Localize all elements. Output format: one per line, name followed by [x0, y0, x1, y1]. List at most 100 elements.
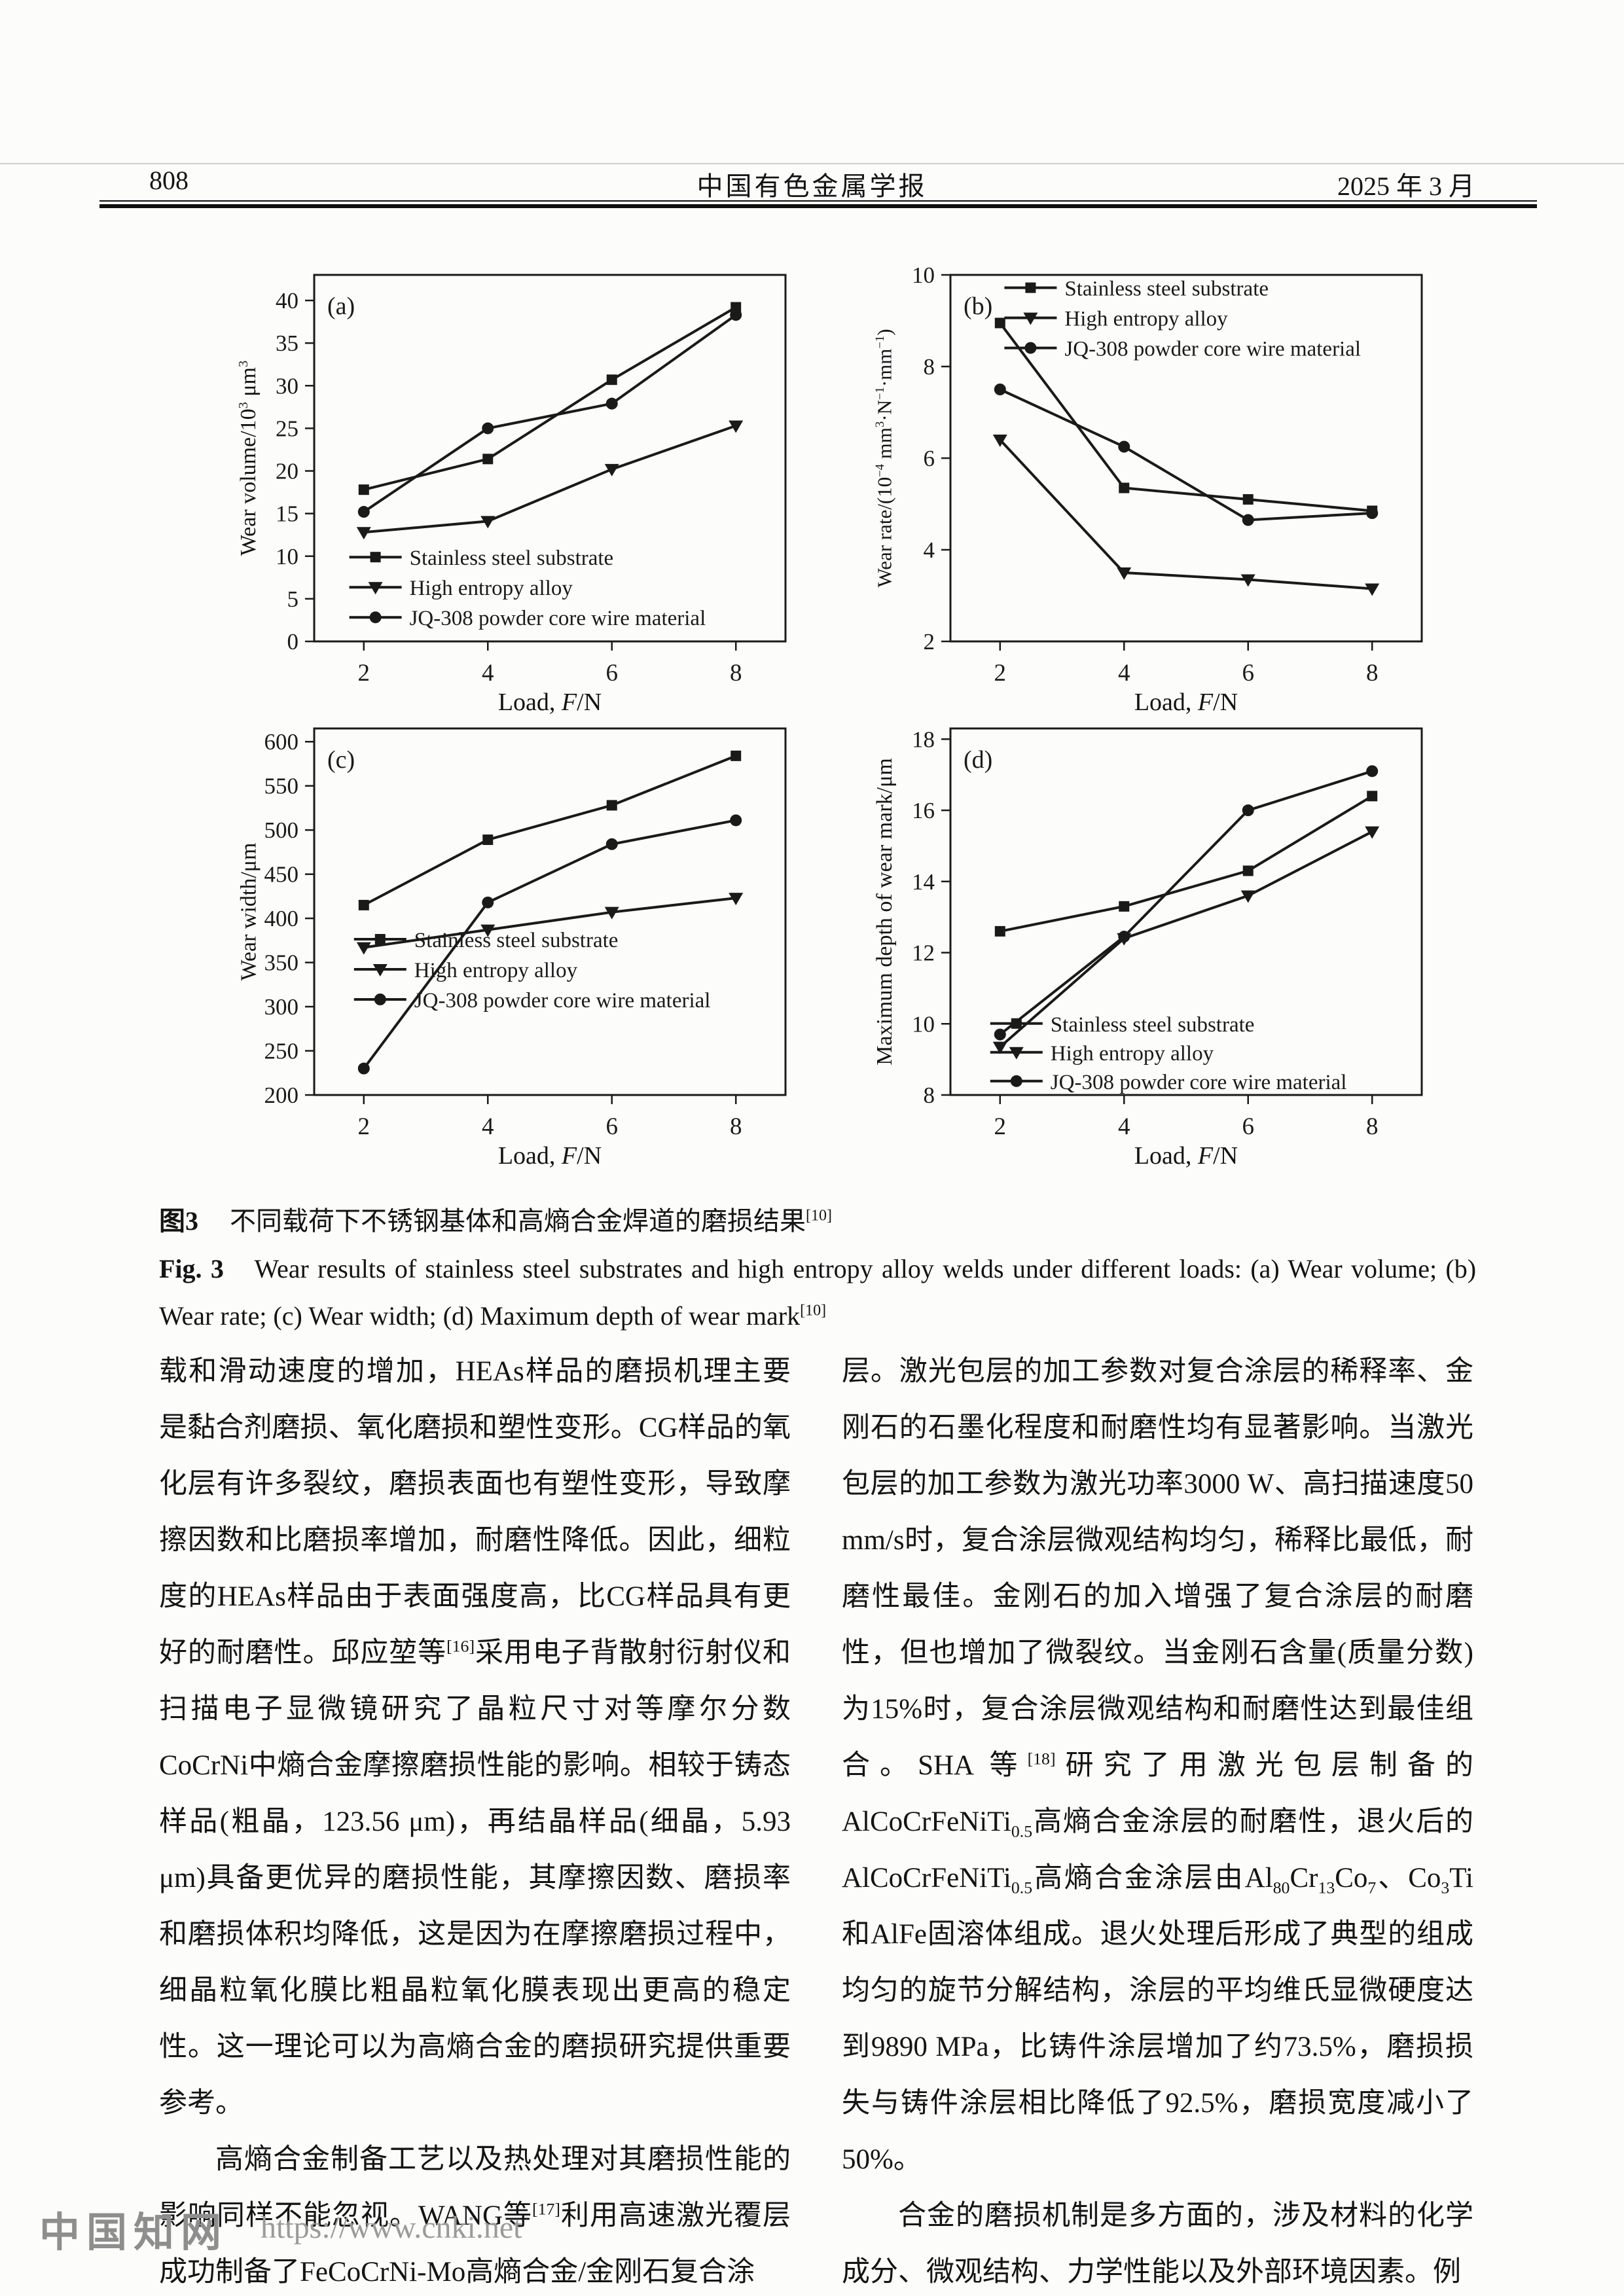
x-axis-label: Load, F/N — [1134, 689, 1238, 716]
legend-label: Stainless steel substrate — [1064, 278, 1269, 301]
cnki-logo: 中国知网 — [39, 2211, 228, 2255]
y-axis-label: Wear volume/103 μm3 — [236, 360, 261, 556]
issue-date: 2025 年 3 月 — [1337, 171, 1475, 201]
panel-label: (c) — [327, 746, 355, 774]
data-line — [363, 424, 736, 534]
y-tick-label: 10 — [912, 262, 935, 288]
chart-panel-b: 2 4 6 8 10 2 4 6 8 Stainless steel substrate High … — [826, 252, 1454, 756]
x-tick-label: 4 — [482, 1113, 494, 1140]
legend-label: JQ-308 powder core wire material — [1051, 1071, 1347, 1094]
journal-title: 中国有色金属学报 — [696, 171, 928, 201]
x-tick-label: 6 — [1242, 660, 1254, 687]
paragraph: 载和滑动速度的增加，HEAs样品的磨损机理主要是黏合剂磨损、氧化磨损和塑性变形。… — [159, 1356, 791, 2119]
scan-edge-rule — [0, 163, 1624, 164]
x-tick-label: 8 — [730, 1113, 742, 1140]
y-tick-label: 4 — [924, 537, 935, 563]
y-tick-label: 20 — [276, 459, 298, 484]
data-line — [363, 314, 737, 513]
x-tick-label: 8 — [1366, 660, 1379, 687]
y-tick-label: 550 — [264, 774, 299, 799]
y-tick-label: 25 — [276, 416, 298, 441]
x-tick-label: 8 — [1366, 1113, 1379, 1140]
x-axis-label: Load, F/N — [497, 1142, 602, 1170]
y-tick-label: 250 — [264, 1039, 299, 1064]
page-number: 808 — [149, 166, 189, 195]
text-column-left: 载和滑动速度的增加，HEAs样品的磨损机理主要是黏合剂磨损、氧化磨损和塑性变形。… — [159, 1344, 791, 2296]
chart-svg: 0 5 10 15 20 25 30 35 40 2 4 6 8 Stainless steel subs… — [276, 274, 787, 687]
panel-label: (d) — [964, 746, 992, 774]
chart-panel-d: 8 10 12 14 16 18 2 4 6 8 Stainless steel substrate… — [826, 706, 1454, 1210]
chart-svg: 2 4 6 8 10 2 4 6 8 Stainless steel substrate High … — [912, 262, 1423, 687]
y-tick-label: 6 — [924, 446, 935, 471]
data-line — [363, 754, 736, 906]
x-tick-label: 6 — [1242, 1113, 1254, 1140]
x-tick-label: 2 — [994, 1113, 1007, 1140]
data-line — [999, 388, 1373, 522]
x-axis-label: Load, F/N — [1134, 1142, 1238, 1170]
y-tick-label: 8 — [924, 1083, 935, 1108]
x-tick-label: 2 — [994, 660, 1007, 687]
header-rule-thick — [99, 204, 1537, 208]
legend-label: High entropy alloy — [1064, 308, 1228, 331]
y-tick-label: 500 — [264, 817, 299, 843]
x-tick-label: 2 — [358, 1113, 370, 1140]
legend-label: Stainless steel substrate — [414, 929, 619, 952]
y-tick-label: 14 — [912, 869, 935, 895]
y-tick-label: 10 — [912, 1011, 935, 1037]
data-line — [363, 819, 736, 1069]
chart-svg: 8 10 12 14 16 18 2 4 6 8 Stainless steel substrate… — [912, 726, 1423, 1140]
data-line — [1000, 795, 1373, 933]
chart-panel-a: 0 5 10 15 20 25 30 35 40 2 4 6 8 Stainless steel subs… — [190, 252, 818, 756]
data-line — [999, 770, 1373, 1036]
y-tick-label: 300 — [264, 994, 299, 1020]
y-tick-label: 200 — [264, 1083, 299, 1108]
y-tick-label: 15 — [276, 501, 298, 527]
y-tick-label: 450 — [264, 862, 299, 888]
chart-panel-c: 200 250 300 350 400 450 500 550 600 2 4 6 8 Stainless… — [190, 706, 818, 1210]
legend-label: JQ-308 powder core wire material — [1064, 338, 1361, 361]
header-rule-thin — [99, 200, 1537, 202]
data-line — [363, 306, 737, 492]
y-axis-label: Wear rate/(10−4 mm3·N−1·mm−1) — [873, 329, 897, 588]
x-tick-label: 4 — [1118, 660, 1130, 687]
paragraph: 层。激光包层的加工参数对复合涂层的稀释率、金刚石的石墨化程度和耐磨性均有显著影响… — [842, 1356, 1473, 2175]
data-line — [363, 897, 736, 949]
y-tick-label: 350 — [264, 950, 299, 976]
legend-label: High entropy alloy — [410, 577, 573, 600]
legend-label: JQ-308 powder core wire material — [410, 607, 706, 630]
data-line — [999, 322, 1373, 512]
y-tick-label: 5 — [287, 586, 299, 612]
figure-caption-zh: 图3 不同载荷下不锈钢基体和高熵合金焊道的磨损结果[10] — [159, 1206, 832, 1236]
y-tick-label: 12 — [912, 941, 935, 966]
y-axis-label: Maximum depth of wear mark/μm — [873, 758, 897, 1066]
y-tick-label: 2 — [924, 629, 935, 655]
paragraph: 合金的磨损机制是多方面的，涉及材料的化学成分、微观结构、力学性能以及外部环境因素… — [842, 2200, 1473, 2287]
legend-label: Stainless steel substrate — [410, 547, 614, 570]
chart-svg: 200 250 300 350 400 450 500 550 600 2 4 6 8 Stainless… — [264, 727, 787, 1140]
x-tick-label: 4 — [482, 660, 494, 687]
data-line — [999, 830, 1373, 1049]
y-tick-label: 0 — [287, 629, 299, 655]
figure-caption-en: Fig. 3 Wear results of stainless steel s… — [159, 1254, 1477, 1331]
x-tick-label: 8 — [730, 660, 742, 687]
text-column-right: 层。激光包层的加工参数对复合涂层的稀释率、金刚石的石墨化程度和耐磨性均有显著影响… — [842, 1344, 1473, 2296]
y-tick-label: 600 — [264, 729, 299, 755]
y-tick-label: 35 — [276, 331, 298, 356]
data-line — [999, 439, 1373, 590]
legend-label: JQ-308 powder core wire material — [414, 989, 711, 1013]
y-tick-label: 40 — [276, 288, 298, 314]
y-tick-label: 18 — [912, 726, 935, 752]
legend-label: High entropy alloy — [1051, 1042, 1214, 1066]
legend-label: High entropy alloy — [414, 959, 578, 982]
cnki-url[interactable]: https://www.cnki.net — [261, 2210, 522, 2245]
x-tick-label: 2 — [358, 660, 370, 687]
y-axis-label: Wear width/μm — [236, 842, 261, 981]
x-tick-label: 4 — [1118, 1113, 1130, 1140]
panel-label: (a) — [327, 293, 355, 320]
y-tick-label: 30 — [276, 373, 298, 399]
y-tick-label: 10 — [276, 544, 298, 569]
panel-label: (b) — [964, 293, 992, 320]
x-tick-label: 6 — [605, 1113, 618, 1140]
y-tick-label: 400 — [264, 906, 299, 931]
